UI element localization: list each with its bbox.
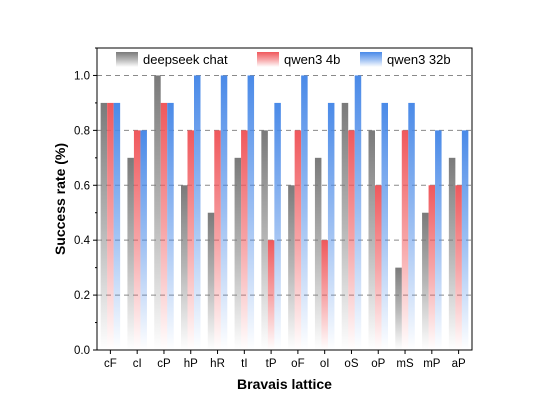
- bar-qwen3-4b-mS: [401, 130, 409, 350]
- legend-label: qwen3 32b: [387, 52, 451, 67]
- y-tick-label: 0.4: [74, 235, 91, 247]
- legend-swatch: [116, 52, 138, 67]
- plot-frame: [96, 47, 473, 351]
- bar-deepseek-chat-oP: [368, 130, 375, 350]
- bar-qwen3-4b-mP: [428, 185, 436, 350]
- bar-qwen3-32b-aP: [461, 130, 469, 350]
- bar-deepseek-chat-oF: [288, 185, 295, 350]
- bar-qwen3-32b-oI: [327, 102, 335, 350]
- y-tick-label: 1.0: [74, 70, 90, 82]
- x-tick-label: cF: [104, 358, 117, 370]
- x-tick-label: oS: [344, 358, 358, 370]
- bar-qwen3-32b-cI: [140, 130, 147, 350]
- bar-qwen3-32b-oF: [301, 75, 308, 351]
- legend: deepseek chat qwen3 4b qwen3 32b: [116, 52, 451, 67]
- bar-deepseek-chat-mS: [395, 267, 402, 350]
- y-tick-label: 0.2: [74, 290, 90, 302]
- bar-qwen3-4b-oS: [348, 130, 355, 350]
- x-tick-label: mS: [396, 358, 414, 370]
- bar-qwen3-32b-mP: [435, 130, 442, 350]
- bar-qwen3-32b-hR: [220, 75, 228, 351]
- x-tick-label: hR: [210, 358, 225, 370]
- x-tick-label: tI: [241, 358, 247, 370]
- bar-qwen3-4b-oF: [294, 130, 302, 350]
- bar-deepseek-chat-hR: [207, 212, 215, 350]
- bar-qwen3-4b-aP: [455, 185, 462, 350]
- x-tick-label: mP: [423, 358, 441, 370]
- bar-qwen3-32b-cP: [167, 102, 174, 350]
- bar-deepseek-chat-tI: [234, 157, 242, 350]
- x-tick-label: tP: [266, 358, 277, 370]
- x-tick-label: oF: [291, 358, 304, 370]
- legend-item: deepseek chat: [116, 52, 228, 67]
- bar-deepseek-chat-mP: [422, 212, 429, 350]
- legend-swatch: [257, 52, 279, 67]
- y-tick-label: 0.0: [74, 345, 90, 357]
- bar-deepseek-chat-tP: [261, 130, 268, 350]
- bar-qwen3-4b-hR: [214, 130, 221, 350]
- bars: [100, 75, 469, 351]
- bar-deepseek-chat-aP: [448, 157, 456, 350]
- legend-label: deepseek chat: [143, 52, 228, 67]
- bar-qwen3-4b-tP: [267, 240, 275, 350]
- legend-item: qwen3 32b: [360, 52, 451, 67]
- bar-qwen3-32b-hP: [194, 75, 201, 351]
- bar-deepseek-chat-cI: [127, 157, 134, 350]
- bar-qwen3-32b-oS: [354, 75, 362, 351]
- bar-qwen3-4b-oP: [375, 185, 382, 350]
- y-tick-label: 0.8: [74, 125, 90, 137]
- x-tick-label: cP: [157, 358, 171, 370]
- y-tick-label: 0.6: [74, 180, 90, 192]
- bar-qwen3-32b-tI: [247, 75, 255, 351]
- bar-qwen3-32b-cF: [113, 102, 121, 350]
- x-tick-label: oP: [371, 358, 385, 370]
- grid-lines: [97, 74, 472, 296]
- bar-qwen3-4b-cF: [107, 102, 114, 350]
- bar-qwen3-32b-oP: [381, 102, 388, 350]
- legend-item: qwen3 4b: [257, 52, 340, 67]
- bar-qwen3-4b-oI: [321, 240, 328, 350]
- bar-deepseek-chat-oS: [341, 102, 349, 350]
- bar-qwen3-4b-cP: [160, 102, 168, 350]
- axis-ticks: 0.0 0.2 0.4 0.6 0.8 1.0 cF cI cP hP hR tI tP oF oI oS oP…: [74, 47, 466, 370]
- legend-label: qwen3 4b: [284, 52, 340, 67]
- x-tick-label: cI: [133, 358, 142, 370]
- bar-deepseek-chat-hP: [181, 185, 188, 350]
- bar-qwen3-4b-tI: [241, 130, 248, 350]
- x-tick-label: aP: [452, 358, 466, 370]
- bar-deepseek-chat-cP: [154, 75, 161, 351]
- x-axis-title: Bravais lattice: [237, 376, 332, 392]
- bar-deepseek-chat-oI: [314, 157, 322, 350]
- y-axis-title: Success rate (%): [52, 143, 68, 255]
- bar-qwen3-32b-mS: [408, 102, 415, 350]
- bar-deepseek-chat-cF: [100, 102, 108, 350]
- bar-qwen3-32b-tP: [274, 102, 281, 350]
- x-tick-label: hP: [184, 358, 198, 370]
- bar-qwen3-4b-cI: [133, 130, 141, 350]
- x-tick-label: oI: [320, 358, 330, 370]
- bar-qwen3-4b-hP: [187, 130, 194, 350]
- legend-swatch: [360, 52, 382, 67]
